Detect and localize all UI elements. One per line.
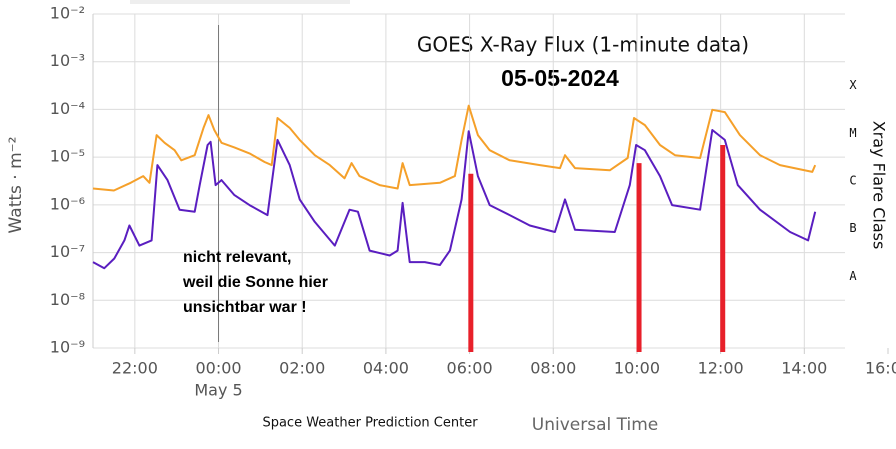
y-tick-label: 10⁻⁸ bbox=[50, 290, 85, 309]
y-tick-label: 10⁻³ bbox=[50, 51, 85, 70]
y2-axis-label: Xray Flare Class bbox=[870, 121, 889, 250]
x-tick-label: 22:00 bbox=[112, 359, 158, 378]
y2-tick-label: A bbox=[849, 269, 857, 283]
y-tick-label: 10⁻⁷ bbox=[50, 242, 85, 261]
chart-title: GOES X-Ray Flux (1-minute data) bbox=[417, 33, 749, 57]
y2-tick-label: X bbox=[849, 78, 857, 92]
series-line bbox=[92, 104, 817, 192]
x-tick-label: 08:00 bbox=[530, 359, 576, 378]
y-tick-label: 10⁻² bbox=[50, 4, 85, 23]
toolbar-strip bbox=[130, 0, 350, 4]
y-tick-label: 10⁻⁹ bbox=[50, 338, 85, 357]
y2-tick-label: B bbox=[849, 221, 856, 235]
y2-tick-label: C bbox=[849, 174, 856, 188]
annotation: weil die Sonne hier bbox=[182, 274, 328, 291]
credit: Space Weather Prediction Center bbox=[262, 416, 478, 431]
x-tick-label: 02:00 bbox=[279, 359, 325, 378]
chart-subtitle: 05-05-2024 bbox=[501, 65, 619, 91]
y-tick-label: 10⁻⁶ bbox=[50, 194, 85, 213]
x-tick-label: 16:00 bbox=[865, 359, 896, 378]
x-date-label: May 5 bbox=[194, 381, 242, 400]
series-line bbox=[92, 129, 817, 270]
y-axis-label: Watts · m⁻² bbox=[6, 137, 26, 234]
x-tick-label: 00:00 bbox=[195, 359, 241, 378]
x-tick-label: 12:00 bbox=[698, 359, 744, 378]
annotation: unsichtbar war ! bbox=[183, 299, 307, 316]
x-tick-label: 04:00 bbox=[363, 359, 409, 378]
y-tick-label: 10⁻⁴ bbox=[50, 99, 85, 118]
x-axis-label: Universal Time bbox=[532, 415, 658, 435]
annotation: nicht relevant, bbox=[183, 249, 291, 266]
x-tick-label: 10:00 bbox=[614, 359, 660, 378]
y-tick-label: 10⁻⁵ bbox=[50, 147, 85, 166]
x-tick-label: 14:00 bbox=[781, 359, 827, 378]
x-tick-label: 06:00 bbox=[447, 359, 493, 378]
y2-tick-label: M bbox=[849, 126, 856, 140]
